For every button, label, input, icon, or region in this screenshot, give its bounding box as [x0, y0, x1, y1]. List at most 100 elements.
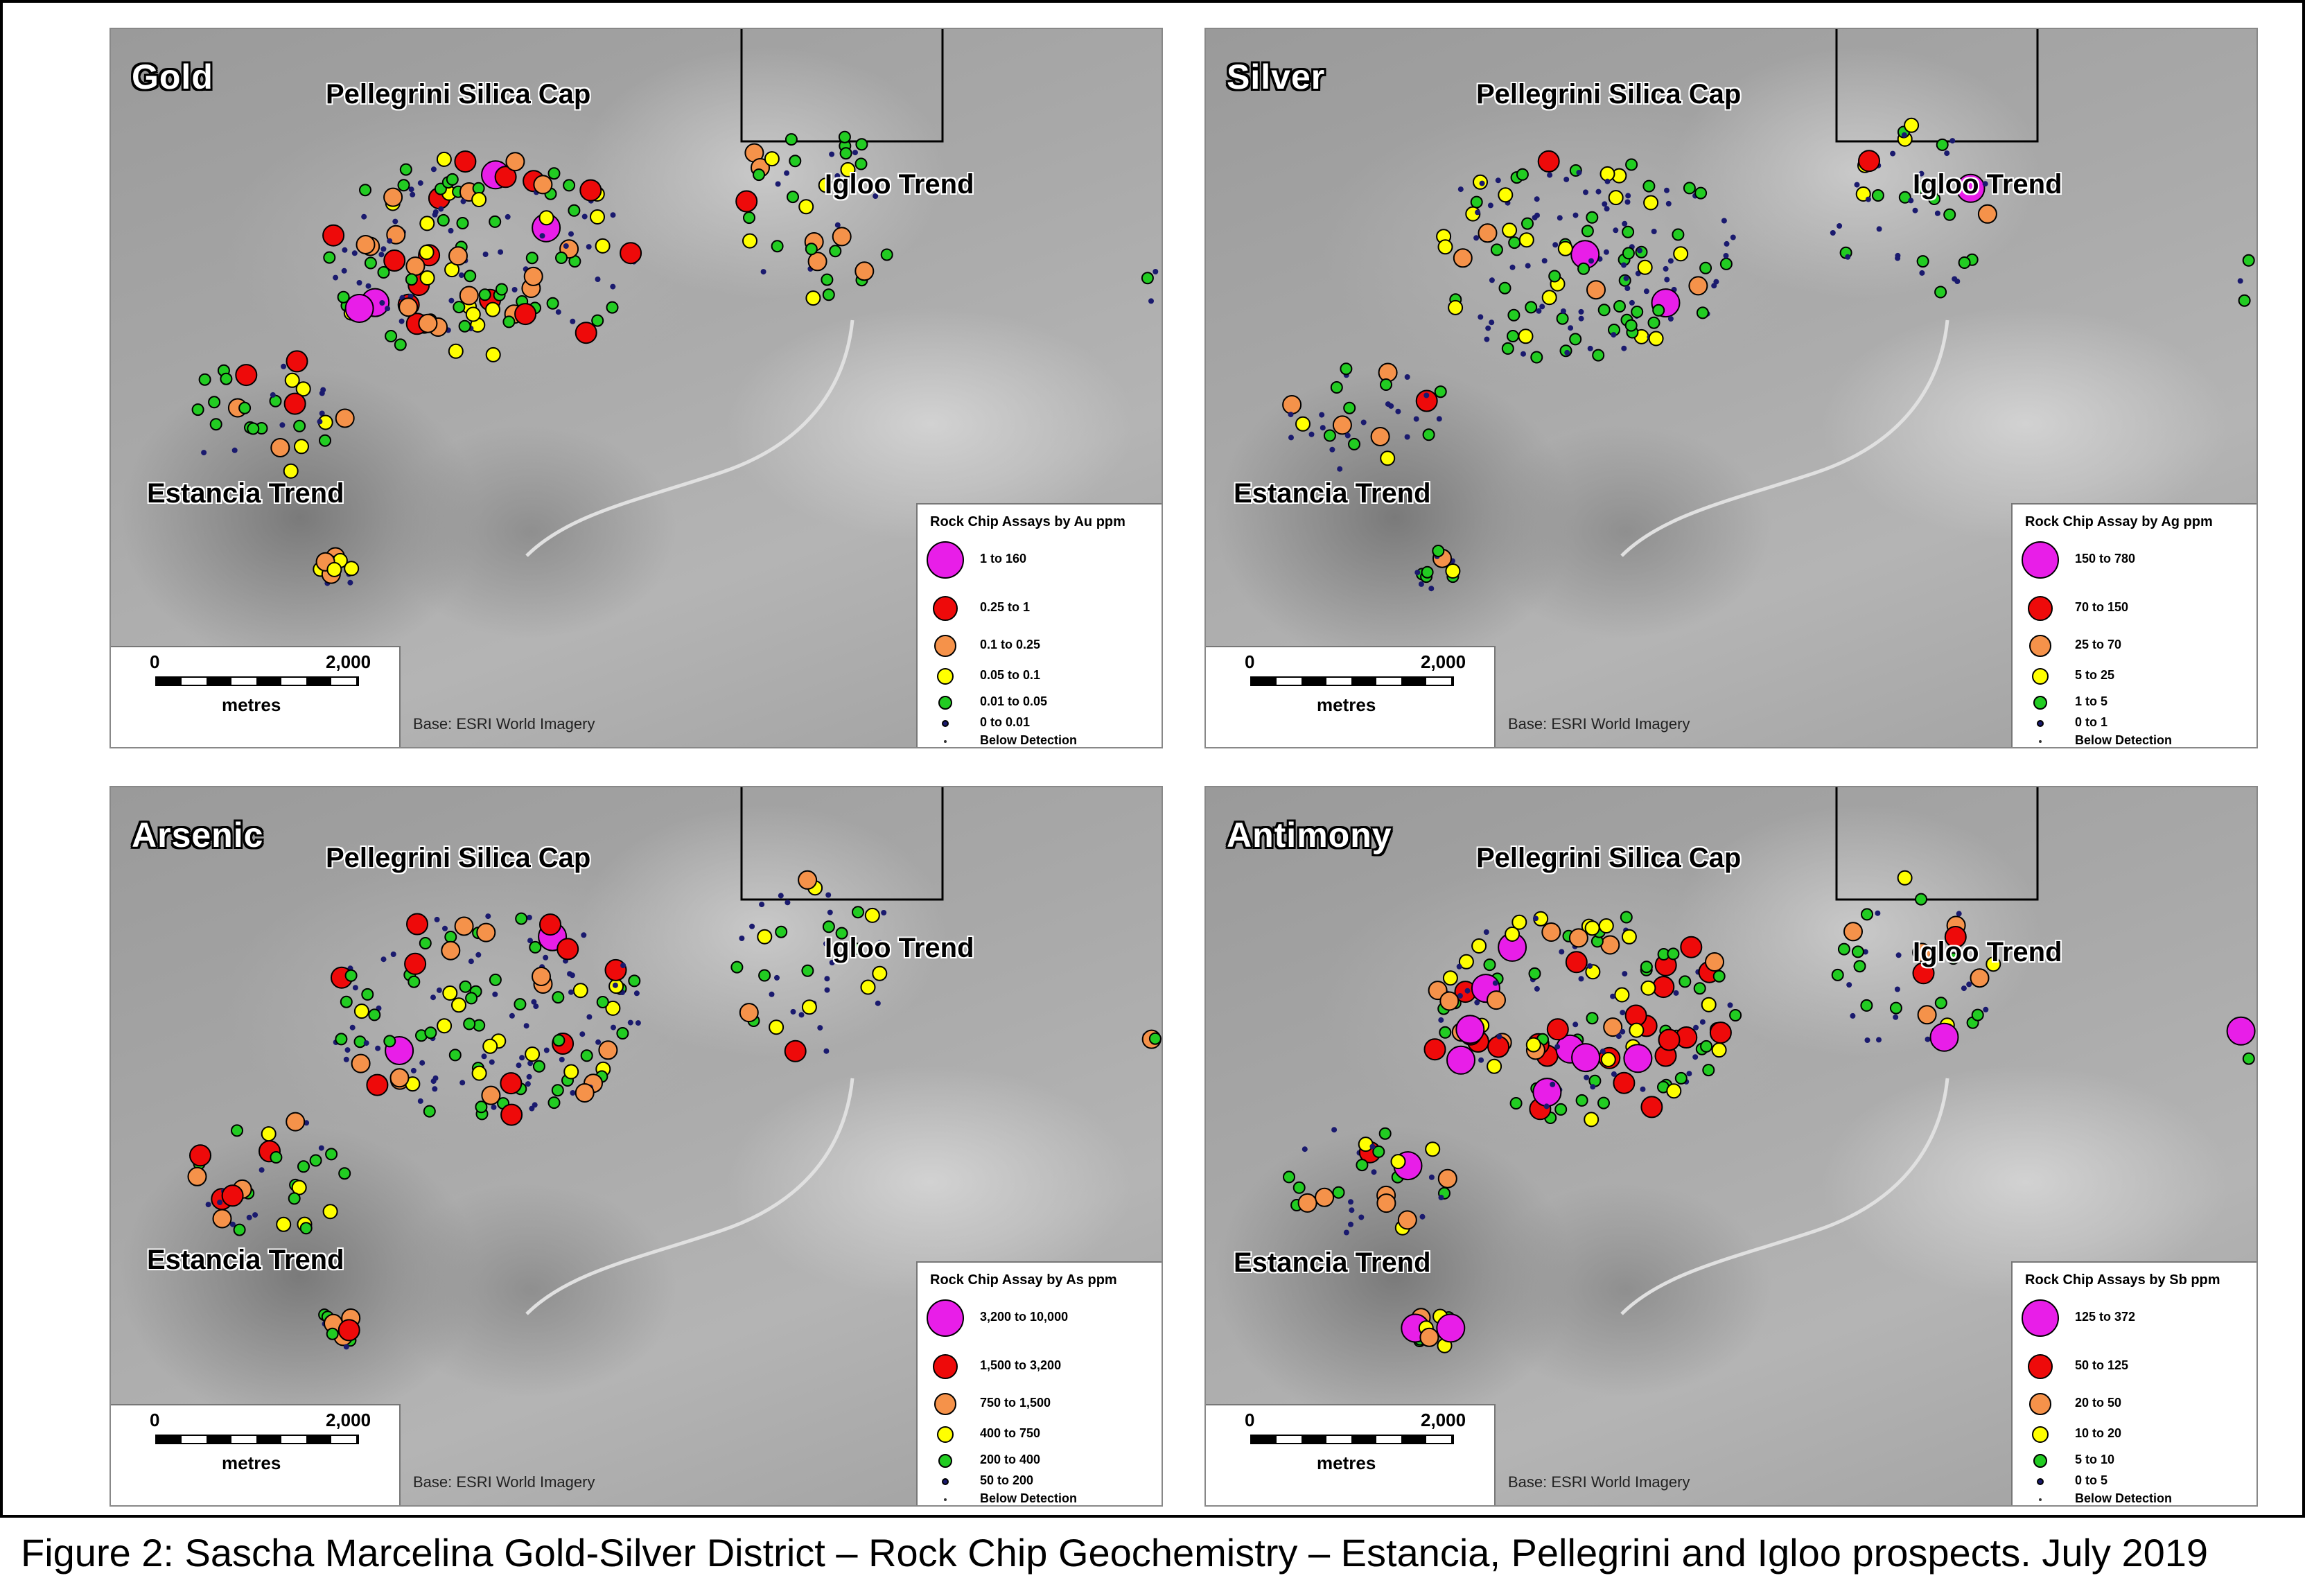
sample-point-green [1586, 211, 1599, 224]
sample-point-red [1415, 389, 1438, 412]
sample-point-green [1889, 1001, 1902, 1015]
sample-point-yellow [284, 372, 300, 388]
sample-point-navy [555, 309, 561, 315]
legend-label: 125 to 372 [2075, 1310, 2136, 1324]
sample-point-navy [1418, 581, 1424, 587]
sample-point-navy [519, 1055, 525, 1061]
legend-row: 5 to 10 [2013, 1447, 2256, 1475]
sample-point-green [1378, 1127, 1392, 1140]
legend-symbol-green [938, 696, 952, 710]
sample-point-yellow [1295, 416, 1311, 432]
sample-point-orange [1843, 922, 1863, 942]
sample-point-navy [1552, 242, 1559, 248]
sample-point-red [494, 166, 517, 188]
sample-point-green [616, 1027, 629, 1040]
sample-point-yellow [471, 1065, 487, 1081]
legend-row: 1 to 160 [918, 541, 1162, 579]
legend-row: 50 to 125 [2013, 1353, 2256, 1380]
sample-point-navy [1611, 1071, 1617, 1077]
sample-point-orange [389, 1068, 410, 1088]
sample-point-navy [281, 363, 287, 369]
sample-point-green [529, 940, 542, 954]
sample-point-green [423, 1105, 436, 1118]
sample-point-yellow [1643, 195, 1659, 211]
sample-point-green [787, 191, 799, 204]
sample-point-green [475, 1100, 488, 1114]
sample-point-green [730, 961, 744, 974]
sample-point-green [1699, 261, 1712, 274]
sample-point-navy [749, 923, 755, 929]
sample-point-orange [1437, 1168, 1457, 1189]
legend-row: 50 to 200 [918, 1468, 1162, 1496]
sample-point-navy [1578, 308, 1584, 315]
sample-point-green [489, 215, 502, 228]
sample-point-navy [1640, 1086, 1646, 1092]
sample-point-navy [1730, 234, 1736, 240]
sample-point-green [1958, 256, 1971, 269]
legend-label: 1 to 160 [980, 552, 1027, 565]
sample-point-orange [448, 246, 468, 266]
sample-point-green [448, 1049, 462, 1062]
sample-point-navy [1478, 314, 1484, 320]
sample-point-yellow [742, 233, 757, 249]
sample-point-green [1521, 217, 1534, 230]
sample-point-navy [475, 952, 482, 958]
sample-point-green [1694, 186, 1708, 200]
legend-row: 200 to 400 [918, 1447, 1162, 1475]
sample-point-orange [418, 313, 438, 333]
sample-point-yellow [294, 439, 309, 455]
scale-graphic [1250, 676, 1454, 686]
sample-point-green [1624, 319, 1638, 332]
legend-symbol-green [938, 1454, 952, 1468]
sample-point-navy [448, 297, 455, 304]
sample-point-green [1674, 1071, 1688, 1085]
legend-row: 0.01 to 0.05 [918, 689, 1162, 717]
sample-point-green [1851, 945, 1864, 958]
drainage-line [525, 1078, 854, 1315]
sample-point-orange [1376, 1193, 1396, 1213]
scale-start: 0 [150, 651, 160, 672]
sample-point-green [293, 419, 306, 432]
sample-point-green [1642, 179, 1656, 193]
sample-point-green [353, 1035, 367, 1049]
legend-row: Below Detection [918, 728, 1162, 747]
sample-point-magenta [1446, 1045, 1475, 1075]
sample-point-navy [246, 1214, 252, 1220]
sample-point-navy [1966, 981, 1972, 988]
sample-point-navy [774, 974, 780, 981]
sample-point-orange [1332, 415, 1352, 435]
sample-point-yellow [1608, 190, 1624, 206]
sample-point-yellow [1904, 117, 1920, 133]
sample-point-navy [1557, 215, 1563, 221]
sample-point-navy [468, 958, 474, 965]
sample-point-orange [1478, 223, 1498, 243]
sample-point-green [822, 920, 835, 933]
legend-symbol-green [2033, 696, 2047, 710]
sample-point-green [789, 155, 802, 168]
sample-point-green [359, 184, 371, 197]
sample-point-navy [778, 893, 784, 899]
sample-point-navy [543, 1047, 550, 1053]
sample-point-navy [633, 990, 640, 997]
legend-symbol-below [2039, 1498, 2042, 1501]
sample-point-navy [1358, 1214, 1365, 1220]
sample-point-green [495, 283, 508, 296]
sample-point-green [340, 995, 353, 1008]
sample-point-navy [1525, 263, 1531, 269]
sample-point-navy [1474, 999, 1480, 1006]
legend-row: 25 to 70 [2013, 632, 2256, 660]
sample-point-navy [410, 191, 416, 198]
legend-symbol-yellow [2032, 668, 2049, 685]
sample-point-yellow [1629, 1022, 1645, 1038]
sample-point-navy [1723, 253, 1729, 258]
sample-point-navy [1288, 435, 1294, 441]
sample-point-navy [1693, 1024, 1699, 1031]
sample-point-green [1719, 257, 1733, 270]
sample-point-navy [1563, 176, 1570, 182]
sample-point-yellow [261, 1126, 277, 1142]
sample-point-navy [498, 249, 504, 255]
sample-point-navy [775, 181, 781, 187]
scale-unit: metres [222, 1453, 281, 1473]
sample-point-navy [1611, 332, 1617, 338]
sample-point-navy [1595, 188, 1602, 195]
